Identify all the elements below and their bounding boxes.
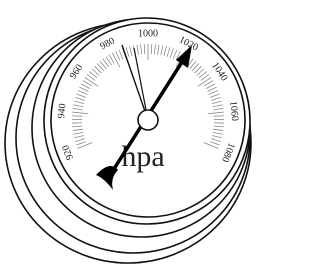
page: 92094096098010001020104010601080 hpa (()… [0,0,320,267]
tick [72,116,82,117]
scale-label: 1060 [227,100,240,121]
scale-label: 1000 [138,28,158,39]
scale-label: 940 [56,103,69,119]
tick [214,116,224,117]
center-knob [138,110,158,130]
